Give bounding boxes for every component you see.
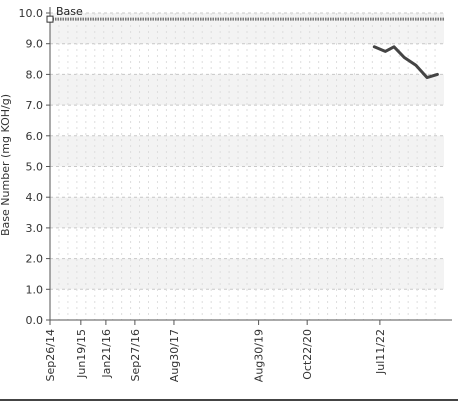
bottom-divider xyxy=(0,399,458,401)
series-label-base: Base xyxy=(56,5,83,18)
x-tick-label: Jul11/22 xyxy=(374,329,387,375)
y-tick-label: 8.0 xyxy=(26,68,44,81)
x-tick-label: Aug30/19 xyxy=(253,329,266,382)
series-line-measured xyxy=(372,45,439,79)
x-tick-label: Oct22/20 xyxy=(301,329,314,380)
y-tick-label: 3.0 xyxy=(26,222,44,235)
y-tick-label: 0.0 xyxy=(26,314,44,327)
y-axis: 0.0 1.0 2.0 3.0 4.0 5.0 6.0 7.0 8.0 9.0 10.0 xyxy=(19,7,51,327)
x-tick-label: Aug30/17 xyxy=(168,329,181,382)
plot-band xyxy=(50,13,444,44)
x-tick-label: Jan21/16 xyxy=(100,329,113,379)
y-tick-label: 2.0 xyxy=(26,253,44,266)
x-tick-label: Sep27/16 xyxy=(129,329,142,381)
y-tick-label: 1.0 xyxy=(26,283,44,296)
series-marker-base xyxy=(46,15,54,23)
y-axis-title: Base Number (mg KOH/g) xyxy=(0,94,12,236)
y-tick-label: 7.0 xyxy=(26,99,44,112)
y-tick-label: 5.0 xyxy=(26,161,44,174)
x-axis: Sep26/14 Jun19/15 Jan21/16 Sep27/16 Aug30/17… xyxy=(44,319,452,382)
y-tick-label: 4.0 xyxy=(26,191,44,204)
x-tick-label: Sep26/14 xyxy=(44,329,57,381)
series-group: Base xyxy=(46,5,444,79)
y-tick-label: 10.0 xyxy=(19,7,44,20)
line-chart: 0.0 1.0 2.0 3.0 4.0 5.0 6.0 7.0 8.0 9.0 10.0 Sep26… xyxy=(0,5,452,382)
y-tick-label: 6.0 xyxy=(26,130,44,143)
y-tick-label: 9.0 xyxy=(26,38,44,51)
x-tick-label: Jun19/15 xyxy=(75,329,88,379)
